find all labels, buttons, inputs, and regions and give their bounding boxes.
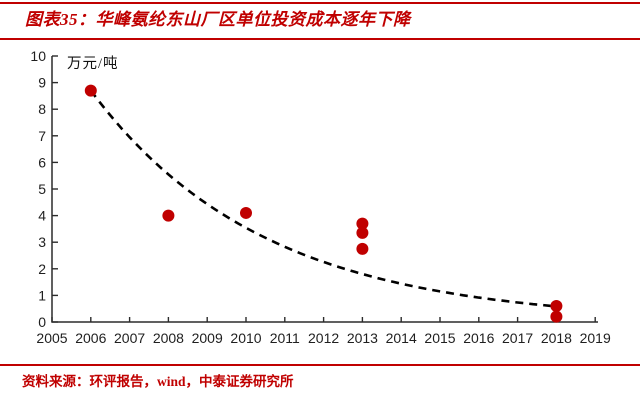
data-point [240, 206, 252, 219]
x-tick-label: 2014 [386, 330, 417, 346]
source-note: 资料来源：环评报告，wind，中泰证券研究所 [22, 374, 294, 389]
y-tick-label: 1 [38, 287, 46, 303]
x-tick-label: 2008 [153, 330, 184, 346]
x-tick-label: 2009 [192, 330, 223, 346]
y-tick-label: 9 [38, 75, 46, 91]
trend-line [89, 89, 557, 308]
x-tick-label: 2010 [230, 330, 261, 346]
y-tick-label: 10 [30, 48, 46, 64]
scatter-chart: 0 1 2 3 4 5 6 7 8 9 10 2005 2006 2007 2008 2009 2010 2011… [30, 48, 611, 346]
y-unit-label: 万元/吨 [67, 56, 119, 72]
x-tick-label: 2005 [36, 330, 67, 346]
x-tick-label: 2017 [502, 330, 533, 346]
data-point [356, 242, 369, 255]
x-tick-label: 2015 [424, 330, 455, 346]
y-tick-label: 7 [38, 128, 46, 144]
x-tick-label: 2018 [541, 330, 572, 346]
figure-title: 图表35：华峰氨纶东山厂区单位投资成本逐年下降 [25, 10, 411, 29]
y-tick-label: 8 [38, 101, 46, 117]
x-tick-label: 2011 [270, 330, 300, 346]
y-tick-label: 0 [38, 314, 46, 330]
x-tick-label: 2013 [347, 330, 378, 346]
title-underline-rule [0, 38, 640, 40]
data-point [356, 226, 369, 239]
data-point [356, 217, 369, 230]
x-tick-label: 2016 [463, 330, 494, 346]
y-tick-label: 6 [38, 154, 46, 170]
data-point [550, 300, 563, 313]
data-point [162, 209, 175, 222]
y-tick-label: 5 [38, 181, 46, 197]
y-tick-label: 2 [38, 261, 46, 277]
axes [51, 56, 598, 323]
y-tick-label: 3 [38, 234, 46, 250]
y-tick-label: 4 [38, 208, 46, 224]
x-tick-label: 2007 [114, 330, 145, 346]
data-point [84, 84, 97, 97]
x-tick-label: 2006 [75, 330, 106, 346]
x-tick-label: 2012 [308, 330, 339, 346]
footer-top-rule [0, 364, 640, 366]
header-top-rule [0, 2, 640, 4]
x-tick-label: 2019 [580, 330, 611, 346]
data-point [550, 310, 563, 323]
